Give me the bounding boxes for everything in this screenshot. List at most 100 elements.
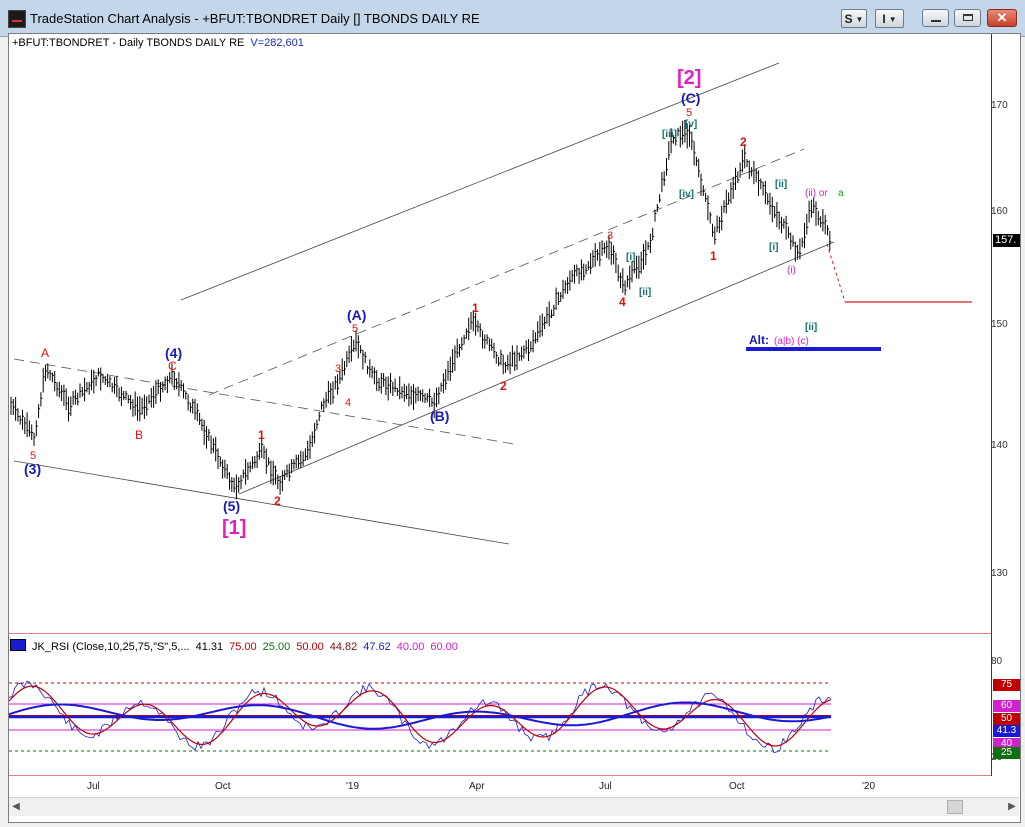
rsi-tick-80: 80 [991,656,1003,667]
wave-5-label: 5 [352,323,358,335]
rsi-value: 47.62 [363,641,391,653]
scroll-right-icon[interactable]: ▶ [1008,801,1016,812]
minimize-icon [931,20,941,22]
title-bar: TradeStation Chart Analysis - +BFUT:TBON… [0,0,1025,37]
date-tick-oct: Oct [215,781,231,792]
rsi-indicator-panel[interactable] [9,636,991,776]
rsi-badge-60: 60 [993,700,1020,712]
upper-channel-line [180,62,780,301]
wave-2-label: 2 [500,379,507,393]
rsi-value: 40.00 [396,641,425,653]
i-menu-button[interactable]: I ▼ [875,9,904,28]
last-price-marker: 157. [993,234,1020,247]
rsi-badge-50: 50 [993,713,1020,725]
wave-1-label: 1 [710,249,717,263]
wave-ii-small-label: [ii] [639,287,651,298]
i-button-label: I [882,12,886,26]
maximize-icon [963,14,973,21]
rsi-value: 41.31 [195,641,224,653]
wave-A-label: A [41,346,49,360]
middle-channel-dashed-line [208,148,805,396]
wave-A-label: (A) [347,307,366,323]
date-tick-apr: Apr [469,781,485,792]
rsi-value: 44.82 [329,641,358,653]
wave-3-label: (3) [24,461,41,477]
price-tick-160: 160 [991,206,1008,217]
wave-B-label: (B) [430,408,449,424]
wave-5-label: (5) [223,498,240,514]
window-title: TradeStation Chart Analysis - +BFUT:TBON… [30,11,480,26]
scroll-left-icon[interactable]: ◀ [12,801,20,812]
wave-B-label: B [135,428,143,442]
date-tick-jul: Jul [87,781,100,792]
s-menu-button[interactable]: S ▼ [841,9,867,28]
wave-alt-ii-label: [ii] [805,322,817,333]
rsi-slow-line [9,701,832,730]
wave-3-label: 3 [607,230,613,242]
wave-3-label: 3 [335,363,341,375]
wave-small-i-label: (i) [787,265,796,276]
date-axis[interactable]: Jul Oct '19 Apr Jul Oct '20 [9,777,991,797]
dropdown-arrow-icon: ▼ [855,15,864,24]
rsi-badge-25: 25 [993,747,1020,759]
maximize-button[interactable] [954,9,981,27]
rsi-value: 60.00 [430,641,458,653]
wave-small-ii-or-label: (ii) or [805,188,828,199]
wave-C-label: (C) [681,90,700,106]
wave-5-label: 5 [686,107,692,119]
wave-1-major-label: [1] [222,517,246,539]
price-tick-170: 170 [991,100,1008,111]
rsi-color-swatch [10,639,26,651]
price-chart[interactable]: [2] (C) 5 [iii] [v] [iv] 2 1 [ii] [i] (i… [9,34,991,634]
alt-label: Alt: [749,333,769,347]
symbol-label: +BFUT:TBONDRET - Daily TBONDS DAILY RE [12,37,245,49]
wave-iii-label: [iii] [662,129,677,140]
wave-4-label: 4 [619,295,626,309]
close-button[interactable]: ✕ [987,9,1017,27]
price-tick-150: 150 [991,319,1008,330]
wave-2-label: 2 [740,135,747,149]
wave-4-label: (4) [165,345,182,361]
lower-channel-line [238,241,835,495]
price-axis[interactable]: 170 160 150 140 130 80 20 [991,34,1021,776]
dropdown-arrow-icon: ▼ [888,15,897,24]
wave-i-label: [i] [769,242,778,253]
wave-2-label: 2 [274,494,281,508]
price-tick-130: 130 [991,568,1008,579]
wave-i-small-label: [i] [626,252,635,263]
wave-1-label: 1 [472,301,479,315]
wave-a-label: a [838,188,844,199]
close-icon: ✕ [996,10,1008,25]
wave-ii-label: [ii] [775,179,787,190]
rsi-header: JK_RSI (Close,10,25,75,"S",5,... 41.31 75.… [10,639,470,653]
downtrend-dashed-line [13,358,515,445]
price-tick-140: 140 [991,440,1008,451]
rsi-signal-line [9,685,832,747]
channel-lines [13,62,972,545]
rsi-badge-41: 41.3 [993,725,1020,737]
wave-4-label: 4 [345,397,351,409]
wave-2-major-label: [2] [677,67,701,89]
price-bars [10,120,832,500]
wave-v-label: [v] [685,119,697,130]
horizontal-scrollbar[interactable]: ◀ ▶ [9,797,1019,816]
wave-labels: [2] (C) 5 [iii] [v] [iv] 2 1 [ii] [i] (i… [24,67,844,539]
rsi-label: JK_RSI (Close,10,25,75,"S",5,... [32,641,190,653]
rsi-values: 41.31 75.00 25.00 50.00 44.82 47.62 40.00 60.00 [196,641,464,653]
wave-iv-label: [iv] [679,189,694,200]
projection-dotted-line [826,243,846,303]
rsi-value: 50.00 [296,641,324,653]
s-button-label: S [844,12,853,26]
chart-header: +BFUT:TBONDRET - Daily TBONDS DAILY RE V=… [12,37,304,49]
date-tick-jul: Jul [599,781,612,792]
scroll-thumb[interactable] [947,800,963,814]
wave-C-label: C [168,359,177,373]
alt-sequence-label: (a|b) (c) [774,336,809,347]
rsi-value: 25.00 [262,641,291,653]
wave-5-label: 5 [30,450,36,462]
volume-label: V=282,601 [250,37,304,49]
downtrend-lower-line [13,460,510,545]
date-tick-oct: Oct [729,781,745,792]
tradestation-app-icon [8,10,26,28]
minimize-button[interactable] [922,9,949,27]
